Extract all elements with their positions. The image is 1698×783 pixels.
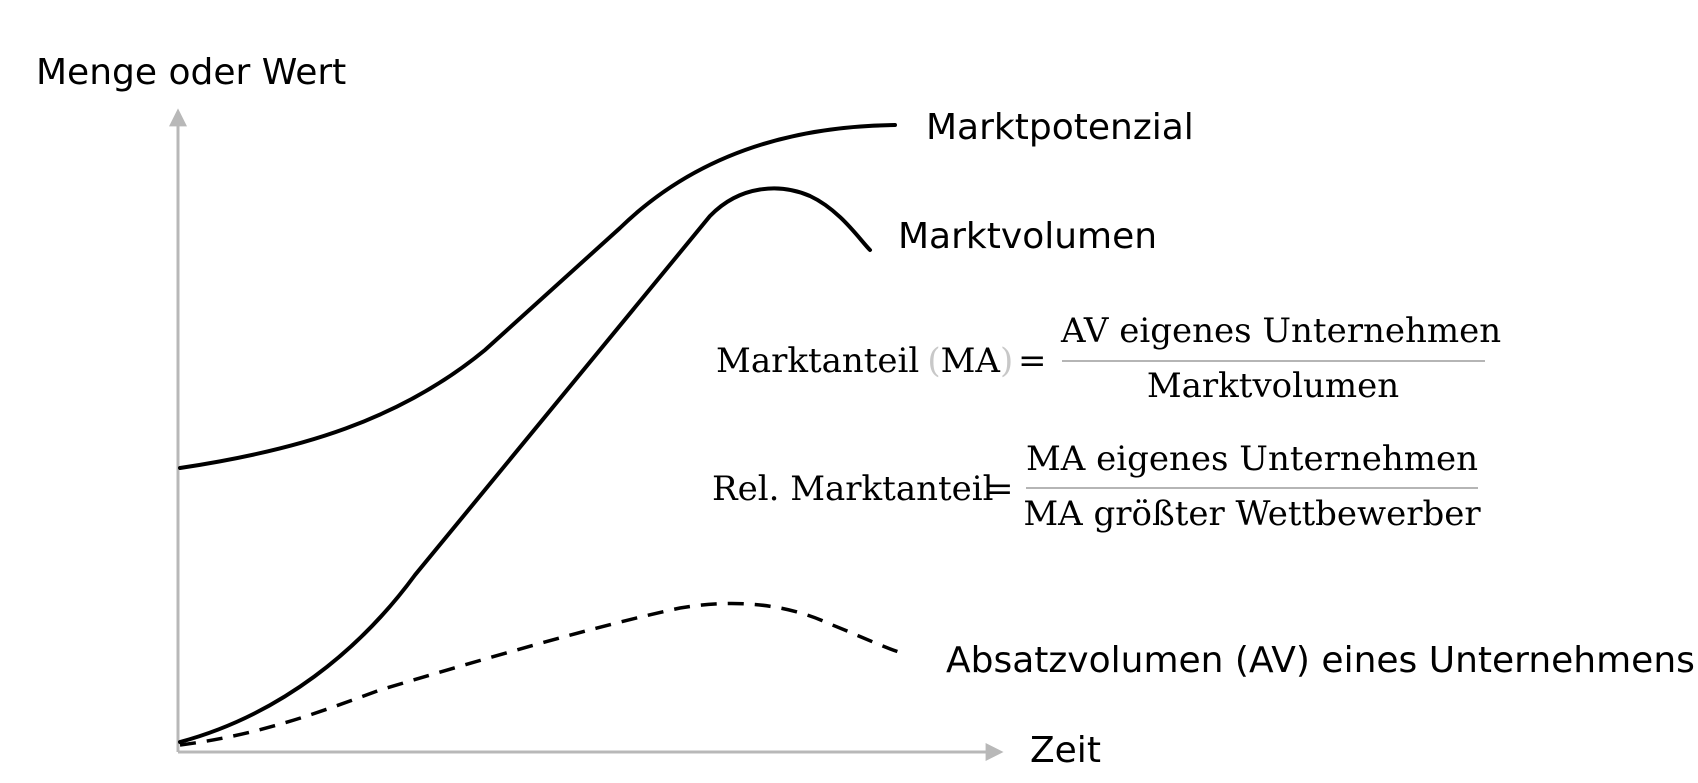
formula-rel-marktanteil-equals: = xyxy=(985,469,1014,509)
formula-marktanteil-lhs: Marktanteil (MA) xyxy=(716,341,1013,381)
absatzvolumen-curve xyxy=(179,601,906,747)
formula-rel-marktanteil: Rel. Marktanteil = MA eigenes Unternehme… xyxy=(712,439,1481,534)
marktvolumen-label: Marktvolumen xyxy=(898,216,1157,257)
formula-marktanteil-numerator: AV eigenes Unternehmen xyxy=(1060,311,1501,351)
absatzvolumen-label: Absatzvolumen (AV) eines Unternehmens xyxy=(946,640,1695,681)
formula-marktanteil: Marktanteil (MA) = AV eigenes Unternehmen… xyxy=(716,311,1501,406)
x-axis-label: Zeit xyxy=(1030,730,1101,771)
formula-marktanteil-denominator: Marktvolumen xyxy=(1147,366,1399,406)
marktpotenzial-curve xyxy=(178,123,897,470)
marktvolumen-curve xyxy=(178,186,872,744)
formula-marktanteil-equals: = xyxy=(1018,341,1047,381)
marktpotenzial-label: Marktpotenzial xyxy=(926,107,1194,148)
formula-rel-marktanteil-numerator: MA eigenes Unternehmen xyxy=(1026,439,1478,479)
formula-rel-marktanteil-lhs: Rel. Marktanteil xyxy=(712,469,994,509)
formula-rel-marktanteil-denominator: MA größter Wettbewerber xyxy=(1023,494,1481,534)
y-axis-label: Menge oder Wert xyxy=(36,52,346,93)
